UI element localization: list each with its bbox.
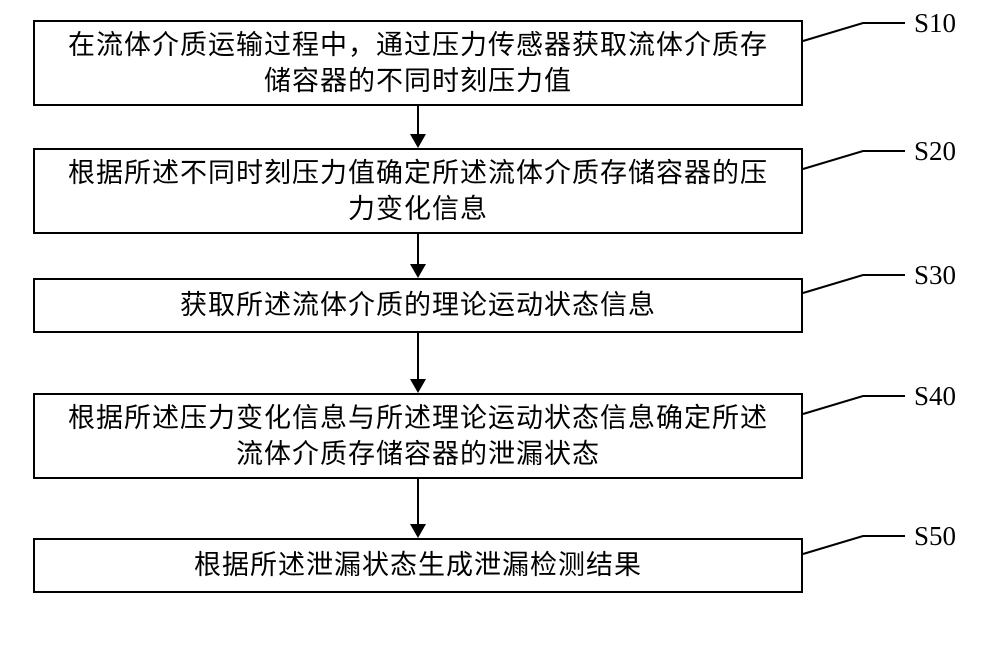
arrow-line (417, 479, 419, 524)
flowchart-canvas: 在流体介质运输过程中，通过压力传感器获取流体介质存储容器的不同时刻压力值 根据所… (0, 0, 1000, 648)
step-label-s20: S20 (914, 136, 956, 167)
step-box-s50: 根据所述泄漏状态生成泄漏检测结果 (33, 538, 803, 593)
step-box-s20: 根据所述不同时刻压力值确定所述流体介质存储容器的压力变化信息 (33, 148, 803, 234)
step-text: 获取所述流体介质的理论运动状态信息 (180, 287, 656, 323)
step-box-s10: 在流体介质运输过程中，通过压力传感器获取流体介质存储容器的不同时刻压力值 (33, 20, 803, 106)
step-label-s30: S30 (914, 260, 956, 291)
arrow-head-icon (410, 524, 426, 538)
step-box-s40: 根据所述压力变化信息与所述理论运动状态信息确定所述流体介质存储容器的泄漏状态 (33, 393, 803, 479)
arrow-line (417, 106, 419, 134)
step-label-s50: S50 (914, 521, 956, 552)
step-text: 根据所述泄漏状态生成泄漏检测结果 (194, 547, 642, 583)
step-label-s40: S40 (914, 381, 956, 412)
arrow-head-icon (410, 134, 426, 148)
arrow-head-icon (410, 379, 426, 393)
arrow-line (417, 333, 419, 379)
step-text: 根据所述压力变化信息与所述理论运动状态信息确定所述流体介质存储容器的泄漏状态 (55, 400, 781, 473)
step-label-s10: S10 (914, 8, 956, 39)
step-text: 根据所述不同时刻压力值确定所述流体介质存储容器的压力变化信息 (55, 155, 781, 228)
step-text: 在流体介质运输过程中，通过压力传感器获取流体介质存储容器的不同时刻压力值 (55, 27, 781, 100)
arrow-line (417, 234, 419, 264)
step-box-s30: 获取所述流体介质的理论运动状态信息 (33, 278, 803, 333)
arrow-head-icon (410, 264, 426, 278)
